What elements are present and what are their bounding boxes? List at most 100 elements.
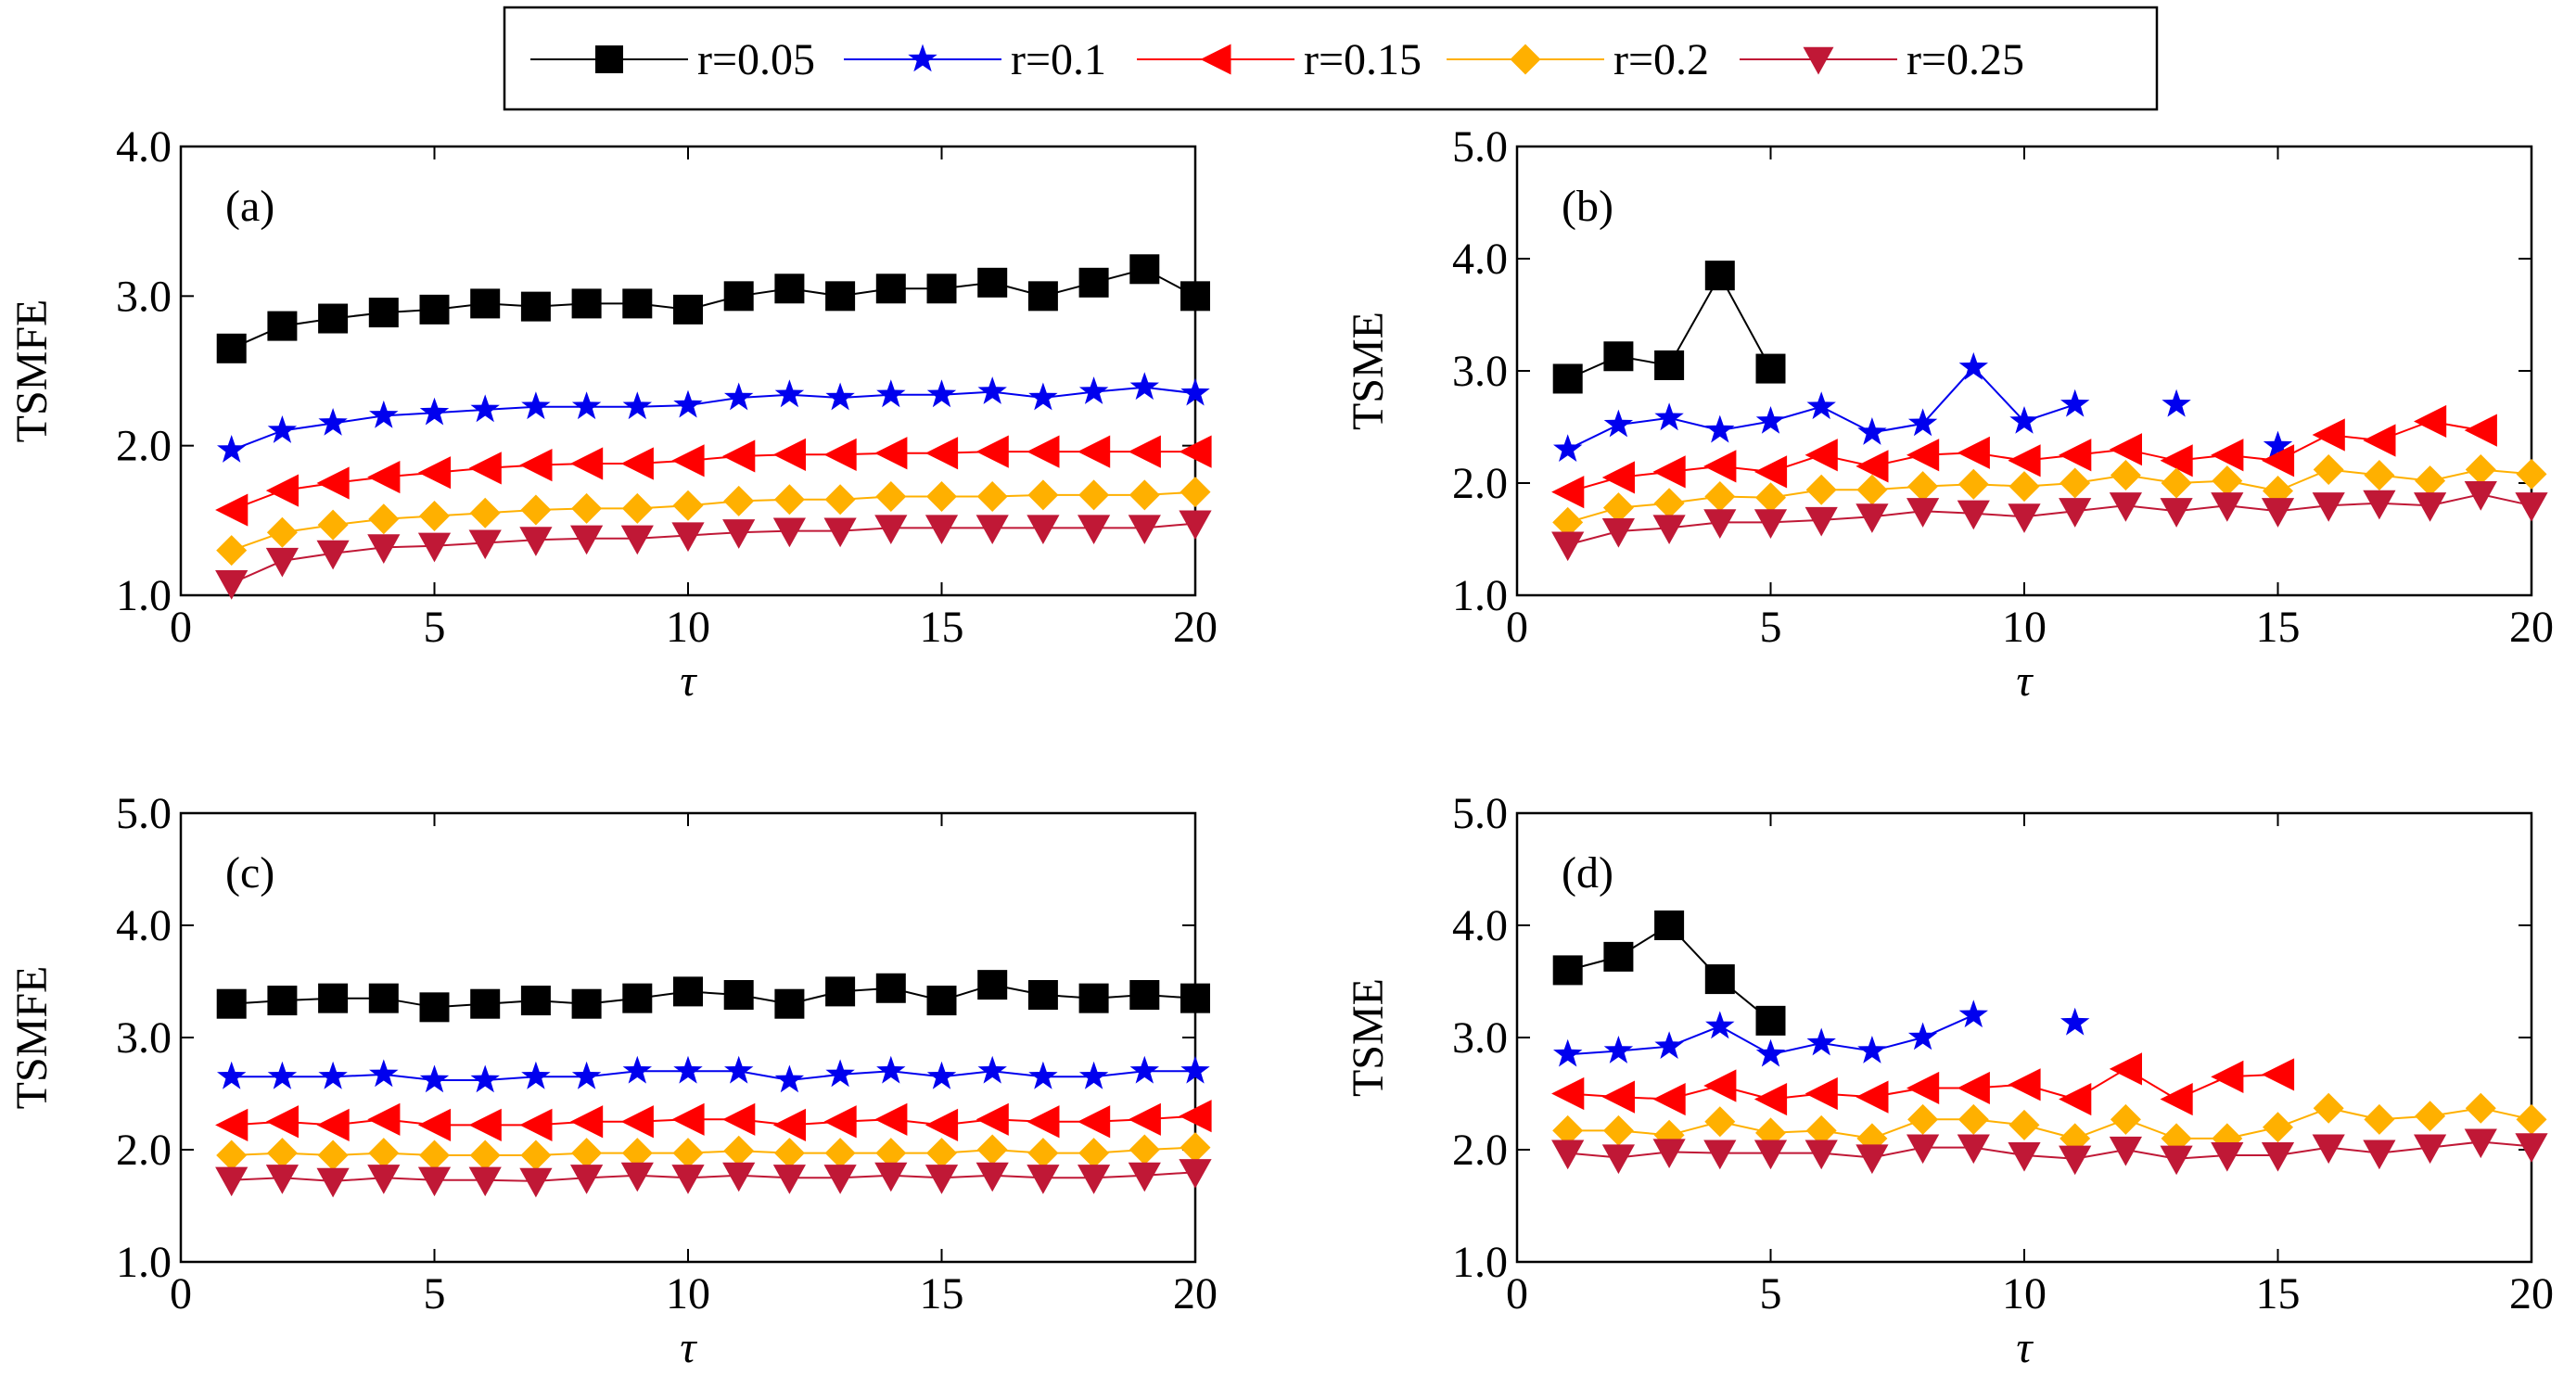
y-tick-label: 5.0 <box>1452 789 1508 838</box>
legend-marker-r-0-15 <box>1200 44 1231 75</box>
data-point-r-0-15 <box>2160 444 2193 478</box>
data-point-r-0-25 <box>671 1165 705 1194</box>
data-point-r-0-2 <box>1180 1132 1211 1164</box>
data-point-r-0-2 <box>723 485 755 516</box>
panel-a: 0 5 10 15 20 1.0 2.0 3.0 4.0 τ TSMFE (a) <box>7 122 1218 706</box>
data-point-r-0-15 <box>1551 1076 1585 1111</box>
data-point-r-0-15 <box>2059 439 2092 472</box>
series-r-0-25 <box>1551 481 2548 562</box>
data-point-r-0-15 <box>2109 433 2142 466</box>
data-point-r-0-25 <box>722 519 756 549</box>
y-tick-label: 4.0 <box>116 122 172 172</box>
data-point-r-0-1 <box>825 1059 855 1088</box>
x-tick-label: 15 <box>920 603 964 652</box>
data-point-r-0-25 <box>367 534 401 564</box>
data-point-r-0-05 <box>318 983 349 1013</box>
data-point-r-0-15 <box>976 435 1009 468</box>
data-point-r-0-25 <box>1179 1159 1212 1189</box>
series-r-0-25 <box>215 1159 1212 1198</box>
data-point-r-0-15 <box>2414 404 2447 439</box>
series-r-0-2 <box>1552 453 2547 538</box>
panel-label: (a) <box>225 182 274 231</box>
data-point-r-0-15 <box>2059 1082 2092 1116</box>
data-point-r-0-25 <box>316 540 350 570</box>
x-tick-label: 5 <box>424 603 446 652</box>
legend-label-r-0-15: r=0.15 <box>1304 35 1422 84</box>
data-point-r-0-2 <box>216 535 248 567</box>
data-point-r-0-25 <box>1906 1134 1940 1165</box>
data-point-r-0-15 <box>570 447 604 480</box>
data-point-r-0-25 <box>1128 515 1161 544</box>
series-r-0-15 <box>1551 404 2497 509</box>
data-point-r-0-25 <box>265 1165 299 1194</box>
data-point-r-0-1 <box>926 379 957 408</box>
data-point-r-0-2 <box>317 1140 349 1171</box>
data-point-r-0-25 <box>1804 1140 1838 1170</box>
data-point-r-0-05 <box>1180 281 1210 312</box>
data-point-r-0-25 <box>2312 1134 2345 1165</box>
data-point-r-0-2 <box>621 492 653 524</box>
data-point-r-0-2 <box>1958 468 1989 500</box>
data-point-r-0-2 <box>1755 482 1786 514</box>
data-point-r-0-15 <box>1957 436 1990 469</box>
data-point-r-0-15 <box>570 1105 604 1139</box>
data-point-r-0-2 <box>1129 479 1160 511</box>
data-point-r-0-1 <box>1705 414 1735 443</box>
data-point-r-0-25 <box>823 517 857 548</box>
data-point-r-0-2 <box>2415 465 2446 497</box>
data-point-r-0-2 <box>1907 471 1939 503</box>
data-point-r-0-25 <box>2261 498 2295 528</box>
x-tick-label: 15 <box>2256 1269 2301 1318</box>
data-point-r-0-25 <box>570 1165 604 1194</box>
data-point-r-0-2 <box>2009 471 2040 503</box>
data-point-r-0-25 <box>2211 492 2244 522</box>
series-r-0-15 <box>215 1100 1212 1141</box>
data-point-r-0-15 <box>2312 418 2345 452</box>
x-tick-label: 10 <box>666 603 710 652</box>
data-point-r-0-05 <box>267 986 298 1016</box>
data-point-r-0-05 <box>1704 964 1735 995</box>
data-point-r-0-1 <box>571 1061 602 1089</box>
data-point-r-0-2 <box>317 509 349 541</box>
data-point-r-0-05 <box>977 267 1008 298</box>
data-point-r-0-25 <box>468 529 502 560</box>
data-point-r-0-05 <box>723 281 754 312</box>
data-point-r-0-05 <box>1654 350 1685 380</box>
data-point-r-0-15 <box>2008 444 2041 478</box>
data-point-r-0-25 <box>1753 509 1788 539</box>
x-axis-title: τ <box>680 656 697 706</box>
data-point-r-0-1 <box>217 435 247 463</box>
data-point-r-0-25 <box>976 515 1009 544</box>
data-point-r-0-25 <box>2059 498 2092 528</box>
data-point-r-0-05 <box>419 992 450 1023</box>
data-point-r-0-15 <box>2211 1060 2244 1093</box>
data-point-r-0-1 <box>1857 1036 1887 1063</box>
data-point-r-0-2 <box>672 490 704 521</box>
data-point-r-0-1 <box>622 1055 652 1084</box>
data-point-r-0-05 <box>875 973 906 1003</box>
data-point-r-0-1 <box>369 1059 399 1088</box>
x-tick-label: 15 <box>2256 603 2301 652</box>
data-point-r-0-25 <box>2008 1141 2041 1172</box>
data-point-r-0-2 <box>2465 1092 2496 1124</box>
data-point-r-0-2 <box>2060 467 2091 499</box>
y-tick-label: 5.0 <box>116 789 172 838</box>
x-tick-label: 5 <box>424 1269 446 1318</box>
data-point-r-0-25 <box>2464 1128 2497 1159</box>
data-point-r-0-2 <box>2465 453 2496 485</box>
y-tick-label: 1.0 <box>1452 1238 1508 1287</box>
data-point-r-0-2 <box>1907 1103 1939 1135</box>
data-point-r-0-2 <box>773 1138 805 1169</box>
y-tick-label: 3.0 <box>116 1013 172 1063</box>
data-point-r-0-15 <box>772 438 806 471</box>
data-point-r-0-1 <box>1603 1036 1634 1063</box>
data-point-r-0-2 <box>368 503 400 535</box>
data-point-r-0-15 <box>1027 1105 1060 1139</box>
data-point-r-0-25 <box>265 547 299 578</box>
data-point-r-0-15 <box>823 1105 857 1139</box>
y-tick-label: 3.0 <box>1452 1013 1508 1063</box>
data-point-r-0-05 <box>571 288 602 319</box>
series-r-0-2 <box>216 477 1211 567</box>
data-point-r-0-1 <box>470 394 500 423</box>
data-point-r-0-25 <box>1652 515 1686 544</box>
